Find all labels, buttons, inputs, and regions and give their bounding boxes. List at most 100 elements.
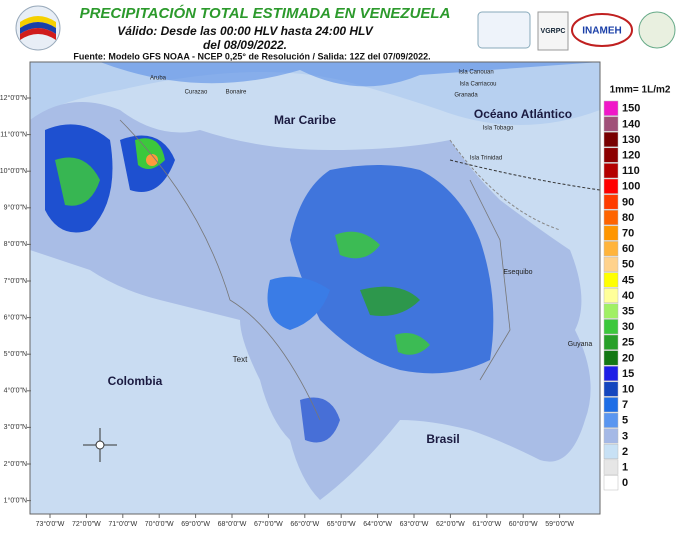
legend-label: 1 bbox=[622, 462, 628, 474]
place-label: Isla Trinidad bbox=[470, 156, 502, 162]
longitude-label: 69°0'0"W bbox=[181, 520, 210, 528]
legend-title: 1mm= 1L/m2 bbox=[610, 85, 671, 96]
valid-range: Válido: Desde las 00:00 HLV hasta 24:00 … bbox=[117, 24, 373, 38]
map-frame bbox=[29, 61, 601, 515]
logo-inameh bbox=[571, 13, 633, 47]
legend-label: 7 bbox=[622, 399, 628, 411]
legend-swatch bbox=[603, 365, 619, 382]
longitude-label: 62°0'0"W bbox=[436, 520, 465, 528]
legend-label: 0 bbox=[622, 477, 628, 489]
place-label: Colombia bbox=[108, 374, 163, 388]
longitude-label: 70°0'0"W bbox=[145, 520, 174, 528]
logo-label: VGRPC bbox=[541, 28, 566, 35]
legend-label: 2 bbox=[622, 446, 628, 458]
place-label: Text bbox=[233, 355, 248, 364]
place-label: Curazao bbox=[185, 90, 208, 96]
legend-swatch bbox=[603, 287, 619, 304]
legend-swatch bbox=[603, 209, 619, 226]
legend-label: 20 bbox=[622, 352, 634, 364]
latitude-label: 2°0'0"N bbox=[4, 460, 27, 468]
legend-swatch bbox=[603, 334, 619, 350]
legend-swatch bbox=[603, 225, 619, 241]
legend-label: 130 bbox=[622, 134, 640, 146]
legend-swatch bbox=[603, 100, 619, 116]
legend-label: 110 bbox=[622, 165, 640, 177]
longitude-label: 68°0'0"W bbox=[218, 520, 247, 528]
legend-label: 90 bbox=[622, 196, 634, 208]
legend-label: 45 bbox=[622, 274, 634, 286]
latitude-label: 1°0'0"N bbox=[4, 496, 27, 504]
legend-label: 5 bbox=[622, 415, 628, 427]
place-label: Brasil bbox=[426, 432, 459, 446]
legend-swatch bbox=[603, 303, 619, 319]
latitude-label: 12°0'0"N bbox=[0, 94, 27, 102]
legend-swatch bbox=[603, 319, 619, 335]
legend-swatch bbox=[603, 163, 619, 179]
place-label: Granada bbox=[454, 93, 478, 99]
legend-swatch bbox=[603, 443, 619, 460]
place-label: Isla Canouan bbox=[458, 70, 493, 76]
legend-label: 3 bbox=[622, 430, 628, 442]
legend-swatch bbox=[603, 475, 619, 491]
legend-swatch bbox=[603, 397, 619, 413]
legend-swatch bbox=[603, 412, 619, 428]
legend-swatch bbox=[603, 178, 619, 194]
place-label: Bonaire bbox=[226, 90, 247, 96]
legend-swatch bbox=[603, 350, 619, 366]
longitude-label: 59°0'0"W bbox=[545, 520, 574, 528]
latitude-label: 11°0'0"N bbox=[0, 130, 27, 138]
legend-swatch bbox=[603, 459, 619, 475]
legend-swatch bbox=[603, 428, 619, 444]
longitude-label: 72°0'0"W bbox=[72, 520, 101, 528]
place-label: Esequibo bbox=[503, 269, 532, 276]
legend-swatch bbox=[603, 241, 619, 257]
legend-swatch bbox=[603, 194, 619, 210]
map bbox=[30, 62, 601, 514]
legend-label: 60 bbox=[622, 243, 634, 255]
legend-label: 140 bbox=[622, 118, 640, 130]
legend-label: 120 bbox=[622, 150, 640, 162]
legend-swatch bbox=[603, 272, 619, 288]
longitude-label: 61°0'0"W bbox=[472, 520, 501, 528]
legend-label: 100 bbox=[622, 181, 640, 193]
legend-label: 15 bbox=[622, 368, 634, 380]
place-label: Isla Tobago bbox=[483, 126, 514, 132]
legend-label: 10 bbox=[622, 384, 634, 396]
longitude-label: 67°0'0"W bbox=[254, 520, 283, 528]
title: PRECIPITACIÓN TOTAL ESTIMADA EN VENEZUEL… bbox=[80, 4, 451, 22]
latitude-label: 3°0'0"N bbox=[4, 423, 27, 431]
generated: 1501401301201101009080706050454035302520… bbox=[0, 70, 640, 528]
legend-label: 25 bbox=[622, 337, 634, 349]
source: Fuente: Modelo GFS NOAA - NCEP 0,25° de … bbox=[73, 51, 430, 61]
valid-date: del 08/09/2022. bbox=[203, 38, 287, 52]
latitude-label: 5°0'0"N bbox=[4, 350, 27, 358]
longitude-label: 66°0'0"W bbox=[290, 520, 319, 528]
latitude-label: 9°0'0"N bbox=[4, 204, 27, 212]
logo-flag bbox=[15, 5, 61, 51]
longitude-label: 73°0'0"W bbox=[36, 520, 65, 528]
place-label: Mar Caribe bbox=[274, 113, 336, 127]
logo-shield bbox=[638, 11, 676, 49]
longitude-label: 65°0'0"W bbox=[327, 520, 356, 528]
legend-swatch bbox=[603, 381, 619, 397]
latitude-label: 6°0'0"N bbox=[4, 313, 27, 321]
compass bbox=[83, 428, 117, 462]
legend-swatch bbox=[603, 147, 619, 163]
longitude-label: 64°0'0"W bbox=[363, 520, 392, 528]
legend-label: 30 bbox=[622, 321, 634, 333]
legend-label: 40 bbox=[622, 290, 634, 302]
latitude-label: 10°0'0"N bbox=[0, 167, 27, 175]
legend-swatch bbox=[603, 116, 619, 132]
logo-label: INAMEH bbox=[582, 26, 621, 37]
longitude-label: 71°0'0"W bbox=[108, 520, 137, 528]
place-label: Aruba bbox=[150, 76, 167, 82]
legend-swatch bbox=[603, 131, 619, 148]
place-label: Océano Atlántico bbox=[474, 107, 572, 121]
latitude-label: 7°0'0"N bbox=[4, 277, 27, 285]
logo-vgrpc bbox=[537, 11, 569, 51]
latitude-label: 4°0'0"N bbox=[4, 387, 27, 395]
legend-label: 80 bbox=[622, 212, 634, 224]
legend-label: 50 bbox=[622, 259, 634, 271]
